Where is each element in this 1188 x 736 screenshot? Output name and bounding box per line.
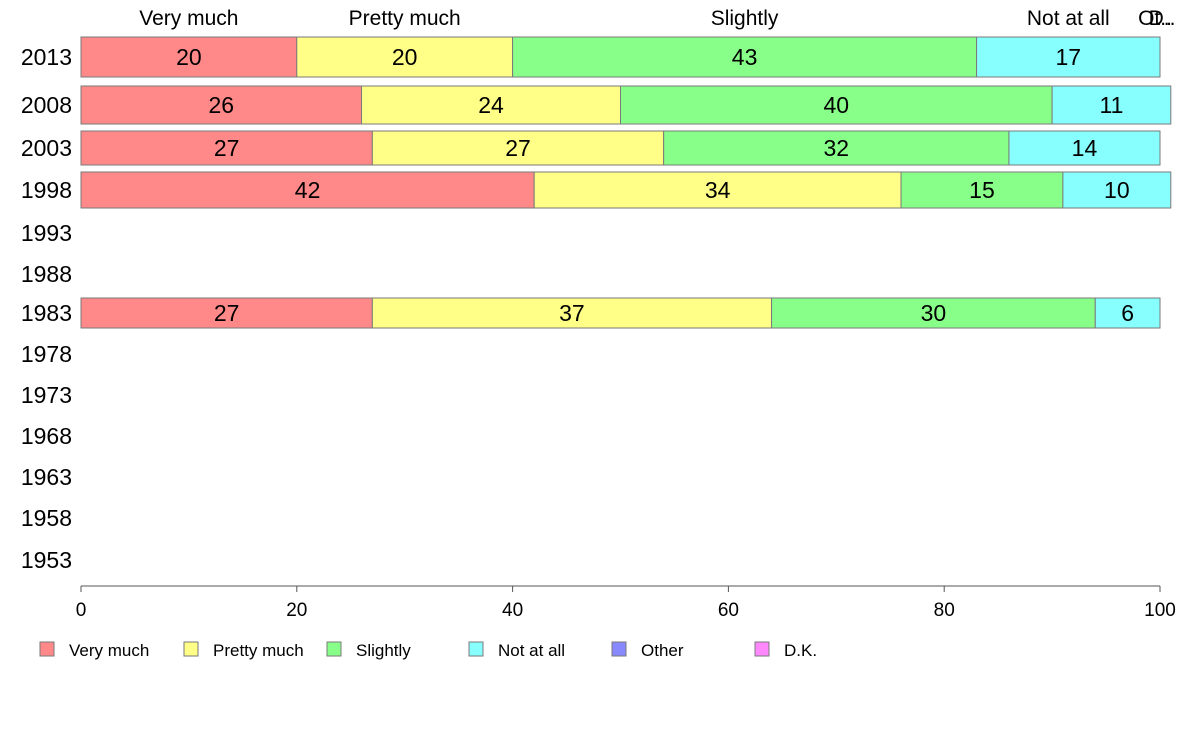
bar-label-2008-not-at-all: 11	[1099, 92, 1123, 118]
bar-2008-very-much	[80, 85, 363, 125]
year-axis-labels: 2013 2008 2003 1998 1993 1988 1983 1978 1973 1968…	[21, 44, 72, 573]
legend-swatch-d-k	[754, 641, 770, 657]
year-label-1998: 1998	[21, 177, 72, 203]
legend-label-slightly: Slightly	[356, 641, 411, 660]
bar-label-1983-pretty-much: 37	[559, 300, 585, 326]
year-label-1988: 1988	[21, 261, 72, 287]
legend-swatch-not-at-all	[468, 641, 484, 657]
legend-swatch-very-much	[39, 641, 55, 657]
bar-label-2003-pretty-much: 27	[505, 135, 531, 161]
bar-label-2008-pretty-much: 24	[478, 92, 504, 118]
year-label-1973: 1973	[21, 382, 72, 408]
bar-label-2003-slightly: 32	[824, 135, 850, 161]
year-label-1968: 1968	[21, 423, 72, 449]
x-tick-label-100: 100	[1144, 600, 1176, 621]
bar-1998-not-at-all	[1062, 171, 1172, 209]
bar-2008-pretty-much	[361, 85, 621, 125]
bar-label-2013-slightly: 43	[732, 44, 758, 70]
x-tick-label-0: 0	[76, 600, 87, 621]
year-label-1953: 1953	[21, 547, 72, 573]
header-label-slightly: Slightly	[711, 7, 779, 30]
bar-label-1983-not-at-all: 6	[1121, 300, 1134, 326]
bar-2003-very-much	[80, 130, 373, 166]
x-tick-label-60: 60	[718, 600, 739, 621]
bar-label-1983-slightly: 30	[921, 300, 947, 326]
bar-label-1998-slightly: 15	[969, 177, 995, 203]
bar-2003-pretty-much	[371, 130, 665, 166]
bar-1998-very-much	[80, 171, 535, 209]
bar-2008-slightly	[620, 85, 1053, 125]
bar-label-2008-slightly: 40	[824, 92, 850, 118]
bar-label-1998-not-at-all: 10	[1104, 177, 1130, 203]
bar-2003-slightly	[663, 130, 1010, 166]
legend-label-other: Other	[641, 641, 684, 660]
x-tick-label-40: 40	[502, 600, 523, 621]
bar-label-1998-very-much: 42	[295, 177, 321, 203]
year-label-2008: 2008	[21, 92, 72, 118]
bar-1983-slightly	[771, 297, 1096, 329]
header-label-d: D..	[1149, 7, 1176, 30]
bar-label-2013-very-much: 20	[176, 44, 202, 70]
bar-label-2013-pretty-much: 20	[392, 44, 418, 70]
year-label-2003: 2003	[21, 135, 72, 161]
header-label-ot: Ot..	[1138, 7, 1172, 30]
bar-1983-pretty-much	[371, 297, 773, 329]
legend-swatch-pretty-much	[183, 641, 199, 657]
legend-label-very-much: Very much	[69, 641, 149, 660]
year-label-1993: 1993	[21, 220, 72, 246]
legend-swatch-other	[611, 641, 627, 657]
legend-swatch-slightly	[326, 641, 342, 657]
bar-label-1998-pretty-much: 34	[705, 177, 731, 203]
legend-label-not-at-all: Not at all	[498, 641, 565, 660]
legend: Very much Pretty much Slightly Not at all Ot…	[39, 641, 817, 660]
bar-2013-not-at-all	[976, 36, 1161, 78]
bar-label-2003-very-much: 27	[214, 135, 240, 161]
x-tick-label-20: 20	[286, 600, 307, 621]
bar-1983-not-at-all	[1094, 297, 1161, 329]
bar-label-2003-not-at-all: 14	[1072, 135, 1098, 161]
category-header-labels: Very much Pretty much Slightly Not at all Ot…	[139, 7, 1175, 30]
header-label-pretty-much: Pretty much	[349, 7, 461, 30]
legend-label-pretty-much: Pretty much	[213, 641, 304, 660]
year-label-2013: 2013	[21, 44, 72, 70]
bar-2008-not-at-all	[1051, 85, 1172, 125]
header-label-not-at-all: Not at all	[1027, 7, 1110, 30]
year-label-1978: 1978	[21, 341, 72, 367]
bar-2013-pretty-much	[296, 36, 514, 78]
x-axis: 0 20 40 60 80 100	[76, 585, 1176, 621]
bar-2003-not-at-all	[1008, 130, 1161, 166]
year-label-1983: 1983	[21, 300, 72, 326]
bar-1998-slightly	[900, 171, 1064, 209]
bar-label-1983-very-much: 27	[214, 300, 240, 326]
header-label-very-much: Very much	[139, 7, 238, 30]
bars: 20 20 43 17 26 24 40 11 27 27 32 14 42 34 15 10 27 37 30 6	[80, 36, 1172, 329]
x-tick-label-80: 80	[934, 600, 955, 621]
bar-label-2013-not-at-all: 17	[1055, 44, 1081, 70]
year-label-1958: 1958	[21, 505, 72, 531]
bar-1998-pretty-much	[533, 171, 902, 209]
bar-label-2008-very-much: 26	[208, 92, 234, 118]
year-label-1963: 1963	[21, 464, 72, 490]
legend-label-d-k: D.K.	[784, 641, 817, 660]
